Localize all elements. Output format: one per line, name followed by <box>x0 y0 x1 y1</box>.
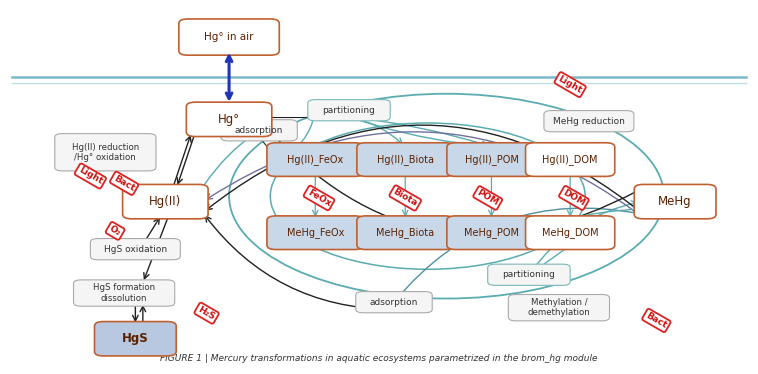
FancyBboxPatch shape <box>447 216 536 249</box>
FancyBboxPatch shape <box>221 120 297 141</box>
FancyBboxPatch shape <box>357 216 453 249</box>
Text: MeHg: MeHg <box>658 195 692 208</box>
Text: POM: POM <box>475 188 500 208</box>
FancyBboxPatch shape <box>267 216 364 249</box>
Text: Hg(II) reduction
/Hg° oxidation: Hg(II) reduction /Hg° oxidation <box>72 142 139 162</box>
FancyBboxPatch shape <box>123 184 208 219</box>
Text: Methylation /
demethylation: Methylation / demethylation <box>528 298 590 318</box>
Text: MeHg reduction: MeHg reduction <box>553 117 625 126</box>
Text: HgS formation
dissolution: HgS formation dissolution <box>93 283 155 303</box>
Text: Hg°: Hg° <box>218 113 240 126</box>
Text: Hg(II)_FeOx: Hg(II)_FeOx <box>287 154 343 165</box>
Text: partitioning: partitioning <box>323 106 375 115</box>
Text: Light: Light <box>77 166 104 187</box>
Text: DOM: DOM <box>561 188 587 208</box>
Text: Bact: Bact <box>644 311 669 330</box>
FancyBboxPatch shape <box>525 143 615 177</box>
FancyBboxPatch shape <box>74 280 174 306</box>
Text: FIGURE 1 | Mercury transformations in aquatic ecosystems parametrized in the bro: FIGURE 1 | Mercury transformations in aq… <box>160 353 598 362</box>
Text: H₂S: H₂S <box>196 305 217 322</box>
FancyBboxPatch shape <box>487 264 570 285</box>
Text: Hg(II)_DOM: Hg(II)_DOM <box>543 154 598 165</box>
Text: Hg° in air: Hg° in air <box>205 32 254 42</box>
Text: HgS: HgS <box>122 332 149 345</box>
Text: Light: Light <box>556 74 584 95</box>
FancyBboxPatch shape <box>267 143 364 177</box>
Text: adsorption: adsorption <box>370 298 418 307</box>
Text: Hg(II): Hg(II) <box>149 195 181 208</box>
FancyBboxPatch shape <box>447 143 536 177</box>
FancyBboxPatch shape <box>544 111 634 132</box>
Text: Hg(II)_Biota: Hg(II)_Biota <box>377 154 434 165</box>
Text: MeHg_FeOx: MeHg_FeOx <box>287 227 344 238</box>
FancyBboxPatch shape <box>186 102 272 137</box>
Text: MeHg_POM: MeHg_POM <box>464 227 519 238</box>
FancyBboxPatch shape <box>634 184 716 219</box>
Text: Bact: Bact <box>112 174 136 193</box>
FancyBboxPatch shape <box>509 294 609 321</box>
Text: HgS oxidation: HgS oxidation <box>104 245 167 254</box>
FancyBboxPatch shape <box>357 143 453 177</box>
FancyBboxPatch shape <box>525 216 615 249</box>
Text: Biota: Biota <box>391 187 419 209</box>
FancyBboxPatch shape <box>179 19 279 55</box>
FancyBboxPatch shape <box>95 322 176 356</box>
FancyBboxPatch shape <box>90 239 180 260</box>
FancyBboxPatch shape <box>356 292 432 313</box>
Text: Hg(II)_POM: Hg(II)_POM <box>465 154 518 165</box>
Text: MeHg_Biota: MeHg_Biota <box>376 227 434 238</box>
Text: partitioning: partitioning <box>503 270 556 279</box>
FancyBboxPatch shape <box>308 99 390 121</box>
Text: adsorption: adsorption <box>235 126 283 135</box>
Text: MeHg_DOM: MeHg_DOM <box>542 227 599 238</box>
Text: O₂: O₂ <box>108 224 123 238</box>
FancyBboxPatch shape <box>55 134 156 171</box>
Text: FeOx: FeOx <box>305 188 332 208</box>
